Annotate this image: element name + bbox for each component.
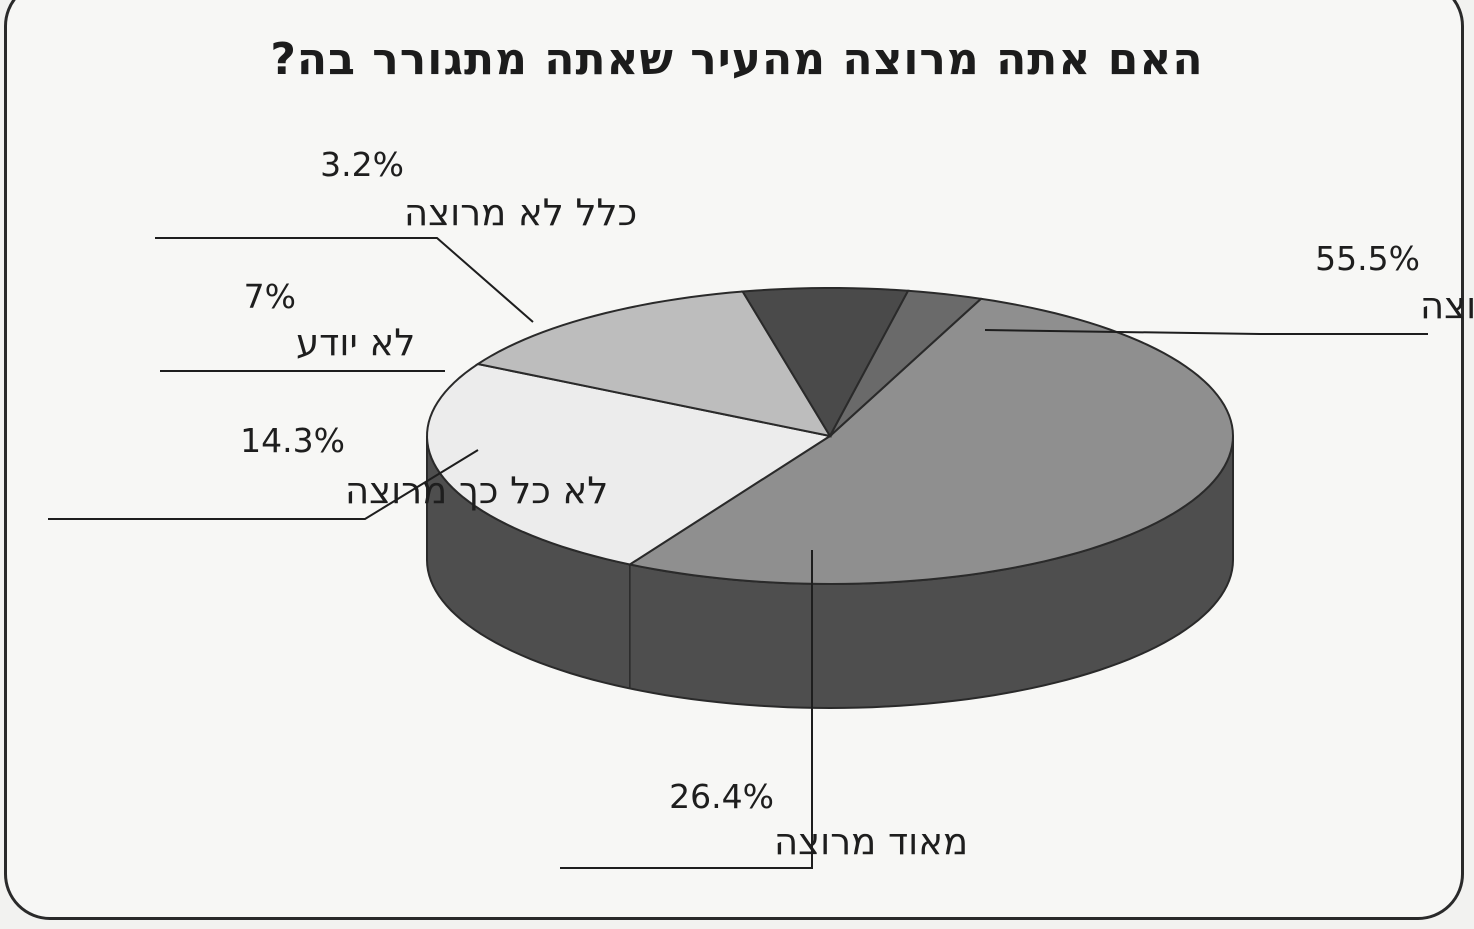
slice-value-label: 7%: [244, 277, 296, 316]
leader-line: [48, 449, 479, 520]
leader-line: [155, 237, 534, 323]
slice-value-label: 3.2%: [320, 145, 404, 184]
leader-line: [560, 550, 813, 869]
slice-category-label: לא כל כך מרוצה: [345, 469, 608, 512]
chart-title: האם אתה מרוצה מהעיר שאתה מתגורר בה?: [270, 34, 1204, 85]
pie-slice: [740, 287, 910, 439]
pie-slice: [426, 362, 833, 566]
pie-slice: [475, 290, 833, 438]
slice-value-label: 55.5%: [1315, 239, 1420, 278]
pie-slice: [627, 297, 1235, 585]
slice-category-label: מאוד מרוצה: [774, 820, 968, 863]
slice-value-label: 14.3%: [240, 421, 345, 460]
slice-category-label: לא יודע: [296, 321, 415, 364]
leader-line: [984, 329, 1428, 335]
pie-slice: [829, 289, 984, 437]
slice-category-label: די מרוצה: [1420, 284, 1474, 327]
slice-value-label: 26.4%: [669, 777, 774, 816]
slice-category-label: כלל לא מרוצה: [404, 191, 637, 234]
